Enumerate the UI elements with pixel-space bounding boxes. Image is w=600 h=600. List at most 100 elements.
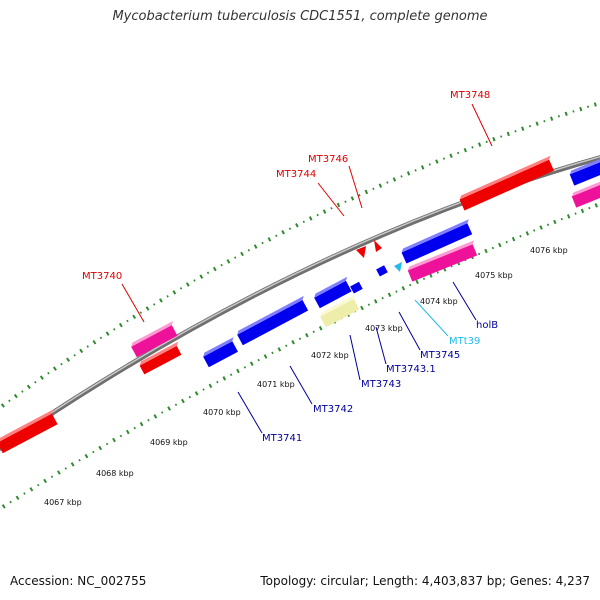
tick-mark bbox=[126, 319, 129, 323]
tick-mark bbox=[125, 429, 130, 435]
tick-mark bbox=[167, 406, 171, 411]
gene-block[interactable] bbox=[313, 276, 354, 309]
tick-mark bbox=[194, 391, 199, 396]
tick-mark bbox=[26, 384, 31, 390]
tick-mark bbox=[9, 500, 12, 504]
tick-mark bbox=[220, 263, 223, 267]
gene-block[interactable] bbox=[319, 294, 362, 328]
tick-mark bbox=[401, 286, 406, 291]
tick-mark bbox=[234, 256, 237, 259]
forward-features bbox=[0, 155, 600, 454]
gene-label-mt3742[interactable]: MT3742 bbox=[313, 404, 353, 415]
tick-mark bbox=[330, 207, 333, 210]
tick-mark bbox=[566, 214, 571, 219]
tick-mark bbox=[1, 504, 6, 509]
tick-mark bbox=[105, 331, 110, 336]
gene-block[interactable] bbox=[376, 265, 388, 277]
tick-mark bbox=[159, 298, 163, 303]
tick-mark bbox=[57, 470, 61, 475]
tick-mark bbox=[593, 102, 597, 107]
tick-mark bbox=[298, 337, 302, 341]
tick-mark bbox=[442, 157, 446, 160]
tick-mark bbox=[240, 251, 244, 257]
tick-mark bbox=[285, 344, 288, 348]
tick-mark bbox=[312, 330, 315, 334]
gene-block[interactable] bbox=[236, 295, 311, 346]
tick-mark bbox=[86, 345, 89, 348]
tick-mark bbox=[367, 303, 371, 306]
tick-mark bbox=[47, 371, 50, 375]
tick-mark bbox=[92, 339, 97, 345]
kbp-label-4072: 4072 kbp bbox=[311, 351, 349, 360]
tick-mark bbox=[188, 395, 191, 399]
tick-mark bbox=[139, 421, 144, 427]
tick-mark bbox=[485, 140, 488, 144]
tick-mark bbox=[514, 130, 517, 133]
tick-mark bbox=[60, 362, 63, 366]
tick-mark bbox=[572, 110, 575, 113]
gene-label-mt3740[interactable]: MT3740 bbox=[82, 271, 122, 282]
trna-block[interactable] bbox=[394, 262, 402, 272]
tick-mark bbox=[457, 151, 460, 155]
gene-block[interactable] bbox=[407, 240, 480, 282]
tick-mark bbox=[322, 209, 327, 214]
tick-mark bbox=[236, 368, 240, 374]
tick-mark bbox=[247, 249, 251, 252]
gene-block[interactable] bbox=[130, 321, 180, 358]
gene-label-mt3741[interactable]: MT3741 bbox=[262, 433, 302, 444]
kbp-label-4076: 4076 kbp bbox=[530, 246, 568, 255]
gene-label-mt3745[interactable]: MT3745 bbox=[420, 350, 460, 361]
gene-block[interactable] bbox=[569, 155, 600, 186]
tick-mark bbox=[263, 354, 268, 359]
gene-block[interactable] bbox=[571, 177, 600, 208]
accession-text: Accession: NC_002755 bbox=[10, 574, 147, 588]
tick-track-bottom bbox=[1, 203, 598, 509]
gene-label-mt3746[interactable]: MT3746 bbox=[308, 154, 348, 165]
tick-mark bbox=[428, 163, 431, 166]
gene-block[interactable] bbox=[400, 219, 475, 264]
kbp-label-4069: 4069 kbp bbox=[150, 438, 188, 447]
tick-mark bbox=[414, 169, 417, 172]
gene-block[interactable] bbox=[138, 341, 184, 375]
tick-mark bbox=[560, 217, 563, 221]
gene-block[interactable] bbox=[350, 281, 363, 294]
tick-mark bbox=[406, 171, 411, 176]
tick-mark bbox=[291, 340, 295, 345]
tick-mark bbox=[491, 246, 495, 250]
gene-label-mt3744[interactable]: MT3744 bbox=[276, 169, 316, 180]
gene-block[interactable] bbox=[374, 240, 382, 252]
tick-mark bbox=[161, 411, 164, 414]
tick-mark bbox=[492, 136, 496, 142]
tick-mark bbox=[34, 380, 37, 384]
tick-mark bbox=[112, 437, 116, 443]
tick-mark bbox=[498, 242, 502, 248]
tick-mark bbox=[316, 213, 319, 217]
reverse-features bbox=[202, 219, 480, 368]
tick-mark bbox=[277, 347, 282, 352]
tick-mark bbox=[358, 193, 361, 197]
tick-mark bbox=[373, 299, 378, 304]
gene-label-mt3743[interactable]: MT3743 bbox=[361, 379, 401, 390]
tick-mark bbox=[295, 223, 299, 228]
gene-block[interactable] bbox=[0, 409, 60, 454]
tick-mark bbox=[78, 458, 81, 462]
gene-block[interactable] bbox=[356, 246, 366, 258]
gene-label-mtt39[interactable]: MTt39 bbox=[449, 336, 480, 347]
kbp-label-4075: 4075 kbp bbox=[475, 271, 513, 280]
tick-mark bbox=[511, 236, 516, 242]
tick-mark bbox=[21, 390, 24, 393]
gene-label-holb[interactable]: holB bbox=[476, 320, 498, 331]
tick-mark bbox=[13, 393, 18, 399]
tick-mark bbox=[29, 487, 34, 492]
gene-label-mt3743-1[interactable]: MT3743.1 bbox=[386, 364, 436, 375]
tick-mark bbox=[436, 271, 439, 274]
gene-label-mt3748[interactable]: MT3748 bbox=[450, 90, 490, 101]
tick-mark bbox=[546, 223, 550, 227]
tick-mark bbox=[420, 165, 425, 170]
gene-block[interactable] bbox=[458, 155, 556, 211]
tick-mark bbox=[70, 462, 75, 467]
tick-mark bbox=[119, 434, 123, 438]
tick-mark bbox=[229, 373, 233, 376]
tick-mark bbox=[386, 181, 389, 184]
gene-block[interactable] bbox=[202, 337, 241, 368]
